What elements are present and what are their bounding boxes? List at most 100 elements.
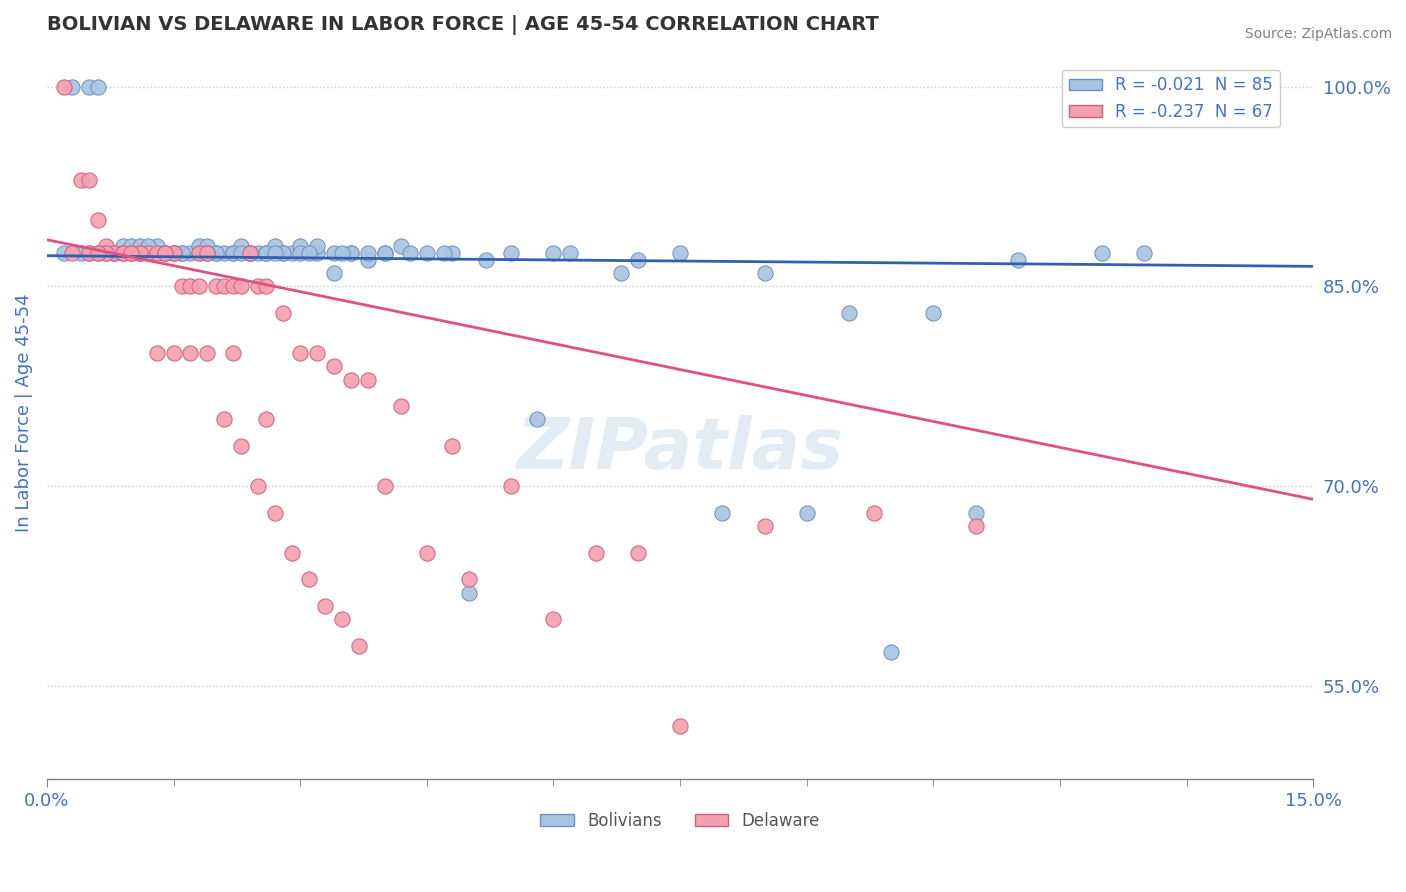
Point [86,212,108,227]
Point [922,306,945,320]
Point [103,246,125,260]
Point [128,246,150,260]
Point [153,246,176,260]
Point [374,479,396,493]
Point [86,246,108,260]
Point [627,252,650,267]
Point [52,79,75,94]
Point [323,266,346,280]
Point [340,372,363,386]
Point [187,246,209,260]
Point [77,79,100,94]
Point [179,279,201,293]
Point [195,239,218,253]
Point [610,266,633,280]
Point [254,412,277,426]
Point [204,246,226,260]
Point [111,246,134,260]
Point [711,506,734,520]
Point [280,545,302,559]
Point [221,279,243,293]
Point [543,246,565,260]
Text: Source: ZipAtlas.com: Source: ZipAtlas.com [1244,27,1392,41]
Point [145,346,167,360]
Point [560,246,582,260]
Point [221,246,243,260]
Point [475,252,498,267]
Point [120,246,142,260]
Point [229,439,252,453]
Point [145,239,167,253]
Point [585,545,607,559]
Point [94,246,117,260]
Point [212,279,235,293]
Point [153,246,176,260]
Point [374,246,396,260]
Point [179,246,201,260]
Point [458,585,481,599]
Point [238,246,260,260]
Point [179,346,201,360]
Point [458,572,481,586]
Point [69,173,91,187]
Point [669,719,692,733]
Point [136,246,159,260]
Point [162,246,184,260]
Point [212,412,235,426]
Point [863,506,886,520]
Text: ZIPatlas: ZIPatlas [516,415,844,483]
Point [77,246,100,260]
Point [1133,246,1156,260]
Point [170,279,193,293]
Point [111,239,134,253]
Point [86,79,108,94]
Point [162,346,184,360]
Point [77,246,100,260]
Point [880,645,903,659]
Point [195,246,218,260]
Point [128,239,150,253]
Point [120,239,142,253]
Point [357,252,380,267]
Point [305,246,328,260]
Point [297,246,319,260]
Point [136,239,159,253]
Point [86,246,108,260]
Point [204,279,226,293]
Point [162,246,184,260]
Point [111,246,134,260]
Point [94,239,117,253]
Point [145,246,167,260]
Point [357,246,380,260]
Point [305,239,328,253]
Point [195,246,218,260]
Point [280,246,302,260]
Point [271,306,294,320]
Point [111,246,134,260]
Point [297,572,319,586]
Point [246,479,269,493]
Point [229,246,252,260]
Point [627,545,650,559]
Legend: Bolivians, Delaware: Bolivians, Delaware [534,805,827,837]
Y-axis label: In Labor Force | Age 45-54: In Labor Force | Age 45-54 [15,293,32,533]
Point [441,246,464,260]
Point [204,246,226,260]
Point [120,246,142,260]
Point [340,246,363,260]
Point [60,246,83,260]
Point [195,346,218,360]
Point [340,246,363,260]
Point [305,346,328,360]
Point [754,519,776,533]
Point [669,246,692,260]
Point [254,246,277,260]
Point [1091,246,1114,260]
Point [170,246,193,260]
Point [416,545,439,559]
Point [357,372,380,386]
Point [162,246,184,260]
Point [965,506,987,520]
Point [246,246,269,260]
Point [229,279,252,293]
